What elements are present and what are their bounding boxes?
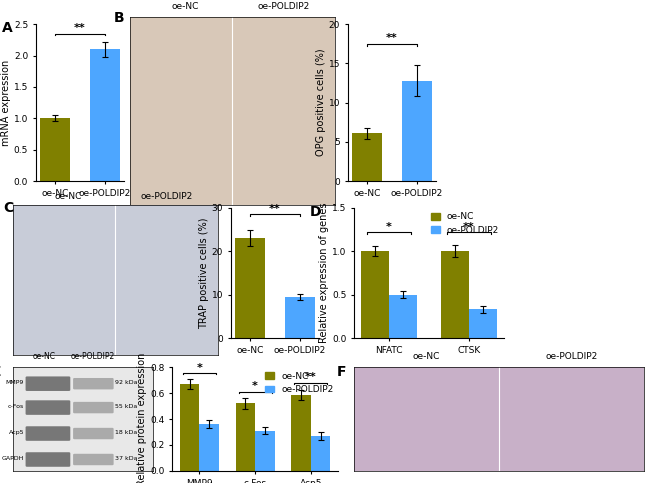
FancyBboxPatch shape: [25, 426, 70, 441]
Text: 37 kDa: 37 kDa: [115, 456, 138, 461]
FancyBboxPatch shape: [73, 402, 114, 413]
Bar: [235, 238, 265, 338]
Text: A: A: [3, 21, 13, 35]
Y-axis label: Relative protein expression: Relative protein expression: [137, 352, 148, 483]
FancyBboxPatch shape: [73, 428, 114, 439]
Text: oe-POLDIP2: oe-POLDIP2: [257, 2, 309, 11]
Bar: [402, 81, 432, 181]
Bar: [180, 384, 200, 471]
Bar: [311, 436, 330, 471]
FancyBboxPatch shape: [25, 452, 70, 467]
Text: 18 kDa: 18 kDa: [115, 430, 137, 435]
Text: C: C: [3, 201, 13, 215]
FancyBboxPatch shape: [73, 454, 114, 465]
Text: 55 kDa: 55 kDa: [115, 404, 137, 409]
Text: 92 kDa: 92 kDa: [115, 380, 138, 385]
Text: Acp5: Acp5: [8, 430, 24, 435]
Text: oe-POLDIP2: oe-POLDIP2: [140, 192, 192, 201]
Bar: [441, 251, 469, 338]
Y-axis label: Relative expression of genes: Relative expression of genes: [319, 203, 330, 343]
Legend: oe-NC, oe-POLDIP2: oe-NC, oe-POLDIP2: [265, 371, 333, 394]
Bar: [200, 424, 219, 471]
Bar: [389, 295, 417, 338]
Y-axis label: TRAP positive cells (%): TRAP positive cells (%): [199, 217, 209, 328]
Bar: [90, 49, 120, 181]
Text: **: **: [73, 23, 86, 33]
Text: *: *: [386, 222, 392, 231]
Bar: [361, 251, 389, 338]
FancyBboxPatch shape: [25, 400, 70, 415]
Text: oe-POLDIP2: oe-POLDIP2: [71, 352, 115, 361]
Text: B: B: [114, 11, 124, 25]
Text: GAPDH: GAPDH: [2, 456, 24, 461]
Bar: [352, 133, 382, 181]
Text: oe-POLDIP2: oe-POLDIP2: [545, 352, 597, 361]
Bar: [255, 431, 275, 471]
FancyBboxPatch shape: [73, 378, 114, 389]
Text: MMP9: MMP9: [6, 380, 24, 385]
Text: oe-NC: oe-NC: [172, 2, 199, 11]
Bar: [285, 297, 315, 338]
Bar: [469, 310, 497, 338]
FancyBboxPatch shape: [25, 376, 70, 391]
Text: c-Fos: c-Fos: [8, 404, 24, 409]
Bar: [291, 395, 311, 471]
Text: **: **: [305, 372, 317, 383]
Text: D: D: [309, 205, 321, 219]
Text: *: *: [196, 363, 202, 373]
Bar: [40, 118, 70, 181]
Text: **: **: [268, 204, 281, 213]
Text: F: F: [337, 365, 346, 379]
Text: oe-NC: oe-NC: [413, 352, 440, 361]
Y-axis label: Relative POLDIP2
mRNA expression: Relative POLDIP2 mRNA expression: [0, 59, 11, 146]
Text: oe-NC: oe-NC: [55, 192, 82, 201]
Text: *: *: [252, 382, 258, 391]
Text: E: E: [0, 365, 1, 379]
Text: **: **: [463, 222, 475, 231]
Bar: [235, 403, 255, 471]
Text: **: **: [385, 33, 398, 43]
Legend: oe-NC, oe-POLDIP2: oe-NC, oe-POLDIP2: [431, 212, 499, 235]
Y-axis label: OPG positive cells (%): OPG positive cells (%): [316, 49, 326, 156]
Text: oe-NC: oe-NC: [32, 352, 55, 361]
